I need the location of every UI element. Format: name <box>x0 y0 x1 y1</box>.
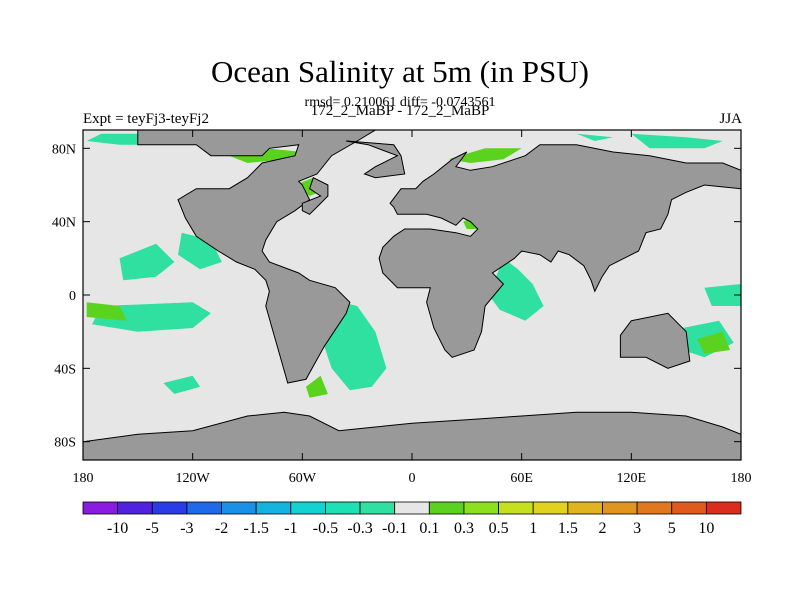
colorbar-swatch-16 <box>636 501 673 515</box>
experiment-label: Expt = teyFj3-teyFj2 <box>83 111 209 127</box>
anomaly-region-0-11 <box>576 133 614 141</box>
colorbar-swatch-17 <box>671 501 707 515</box>
colorbar-swatch-14 <box>567 501 603 515</box>
colorbar-swatch-7 <box>325 501 361 515</box>
season-label: JJA <box>719 111 742 127</box>
colorbar-swatch-4 <box>221 501 257 515</box>
anomaly-region-0-8 <box>704 284 741 306</box>
colorbar-swatch-0 <box>82 501 119 515</box>
colorbar-swatch-5 <box>255 501 292 515</box>
colorbar-label-15: 3 <box>633 520 641 537</box>
anomaly-region-1-1 <box>448 148 522 163</box>
anomaly-region-1-3 <box>86 302 127 321</box>
x-tick-label-3: 0 <box>409 471 416 486</box>
anomaly-region-0-6 <box>488 258 544 321</box>
colorbar-swatch-6 <box>290 501 326 515</box>
colorbar-label-8: -0.1 <box>382 520 407 537</box>
colorbar-label-9: 0.1 <box>419 520 439 537</box>
x-tick-label-5: 120E <box>617 471 647 486</box>
axis-ticks: 180 120W 60W 0 60E 120E 180 80N 40N 0 40S 80S <box>52 130 752 486</box>
x-tick-label-4: 60E <box>510 471 533 486</box>
y-tick-label-3: 40S <box>54 362 76 377</box>
colorbar-swatch-1 <box>117 501 153 515</box>
colorbar-label-17: 10 <box>698 520 714 537</box>
colorbar-label-14: 2 <box>598 520 606 537</box>
land-mass-5 <box>619 312 691 369</box>
colorbar-label-16: 5 <box>668 520 676 537</box>
x-tick-label-1: 120W <box>176 471 211 486</box>
land-layer <box>83 130 741 460</box>
x-tick-label-0: 180 <box>73 471 94 486</box>
colorbar-swatch-11 <box>463 501 499 515</box>
colorbar-label-10: 0.3 <box>454 520 474 537</box>
anomaly-region-1-0 <box>229 148 303 163</box>
colorbar-label-6: -0.5 <box>313 520 338 537</box>
colorbar-label-12: 1 <box>529 520 537 537</box>
x-tick-label-6: 180 <box>731 471 752 486</box>
y-tick-label-1: 40N <box>52 216 76 231</box>
colorbar-swatch-13 <box>532 501 569 515</box>
y-tick-label-2: 0 <box>69 289 76 304</box>
chart-title: Ocean Salinity at 5m (in PSU) <box>211 54 589 89</box>
land-mass-3 <box>378 144 741 358</box>
anomaly-region-0-10 <box>631 133 723 149</box>
land-mass-2 <box>301 176 329 215</box>
anomaly-region-0-0 <box>119 243 175 281</box>
y-tick-label-0: 80N <box>52 142 76 157</box>
colorbar: -10 -5 -3 -2 -1.5 -1 -0.5 -0.3 -0.1 0.1 0.3 0.5 1 1.5… <box>82 501 742 537</box>
colorbar-swatch-18 <box>705 501 742 515</box>
colorbar-swatch-3 <box>186 501 222 515</box>
colorbar-swatch-9 <box>394 501 430 515</box>
anomaly-region-0-1 <box>92 302 211 332</box>
colorbar-label-4: -1.5 <box>243 520 268 537</box>
colorbar-label-11: 0.5 <box>489 520 509 537</box>
runs-label: 172_2_MaBP - 172_2_MaBP <box>310 103 490 119</box>
colorbar-swatch-15 <box>602 501 638 515</box>
land-mass-4 <box>83 411 741 460</box>
colorbar-label-13: 1.5 <box>558 520 578 537</box>
anomaly-region-1-7 <box>697 331 730 354</box>
y-tick-label-4: 80S <box>54 436 76 451</box>
colorbar-label-0: -10 <box>107 520 128 537</box>
colorbar-label-7: -0.3 <box>347 520 372 537</box>
anomaly-region-1-4 <box>306 375 328 398</box>
colorbar-swatch-8 <box>359 501 396 515</box>
colorbar-label-3: -2 <box>215 520 228 537</box>
colorbar-swatch-2 <box>151 501 188 515</box>
colorbar-swatch-10 <box>428 501 465 515</box>
colorbar-swatch-12 <box>498 501 534 515</box>
colorbar-label-5: -1 <box>284 520 297 537</box>
colorbar-label-1: -5 <box>146 520 159 537</box>
land-mass-1 <box>346 140 406 179</box>
x-tick-label-2: 60W <box>289 471 317 486</box>
anomaly-region-0-3 <box>163 375 200 394</box>
stats-subtitle: rmsd= 0.210061 diff= -0.0743561 <box>304 95 496 110</box>
colorbar-label-2: -3 <box>180 520 193 537</box>
